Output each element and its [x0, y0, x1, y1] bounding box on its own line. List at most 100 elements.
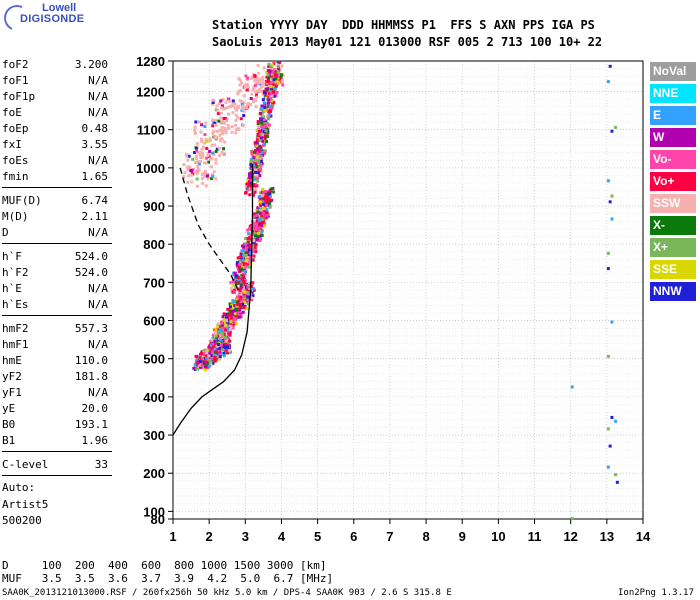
echo-point — [190, 173, 194, 177]
echo-point — [280, 73, 284, 77]
echo-point — [231, 283, 235, 287]
echo-point — [264, 129, 268, 133]
echo-point — [252, 237, 256, 241]
x-tick-label: 9 — [459, 529, 466, 544]
echo-point — [275, 90, 279, 94]
echo-point — [211, 151, 215, 155]
echo-point — [259, 191, 263, 195]
echo-point — [234, 118, 238, 122]
echo-point — [263, 195, 267, 199]
echo-point — [209, 340, 213, 344]
echo-point — [266, 195, 270, 199]
echo-point — [223, 323, 227, 327]
echo-point — [258, 155, 262, 159]
echo-point — [210, 165, 214, 169]
echo-point — [248, 245, 252, 249]
echo-point — [233, 102, 237, 106]
echo-point — [270, 99, 274, 103]
legend-item-w: W — [650, 128, 696, 147]
echo-point — [191, 168, 195, 172]
echo-point — [261, 221, 265, 225]
param-row-c-level: C-level 33 — [2, 458, 108, 474]
echo-point — [205, 356, 209, 360]
echo-point — [246, 256, 250, 260]
echo-point — [193, 363, 197, 367]
echo-point — [222, 107, 226, 111]
echo-point — [257, 133, 261, 137]
echo-point — [269, 189, 273, 193]
echo-point — [228, 302, 232, 306]
echo-point — [216, 331, 220, 335]
echo-point — [235, 278, 239, 282]
param-key: foF2 — [2, 58, 29, 71]
echo-point — [262, 66, 266, 70]
legend-item-vo: Vo- — [650, 150, 696, 169]
echo-point — [196, 164, 200, 168]
echo-point — [221, 333, 225, 337]
echo-point — [252, 99, 256, 103]
echo-point — [242, 104, 246, 108]
echo-point — [198, 153, 202, 157]
legend-item-vo: Vo+ — [650, 172, 696, 191]
param-value: 1.96 — [81, 434, 109, 447]
echo-point — [214, 118, 218, 122]
echo-point — [266, 87, 270, 91]
echo-point — [232, 300, 236, 304]
echo-point — [213, 339, 217, 343]
echo-point — [194, 120, 198, 124]
echo-point — [219, 116, 223, 120]
echo-point — [252, 86, 256, 90]
echo-point — [200, 123, 204, 127]
echo-point — [261, 109, 265, 113]
echo-point — [211, 118, 215, 122]
echo-point — [200, 139, 204, 143]
echo-point — [255, 141, 259, 145]
auto-program: Artist5 — [2, 498, 49, 511]
param-value: 3.200 — [74, 58, 108, 71]
echo-point — [243, 285, 247, 289]
echo-point — [245, 246, 249, 250]
echo-point — [237, 281, 241, 285]
param-row-h-e: h`E N/A — [2, 282, 108, 298]
y-tick-label: 500 — [143, 352, 165, 367]
echo-point — [245, 288, 249, 292]
echo-point — [256, 147, 260, 151]
echo-point — [247, 180, 251, 184]
y-tick-label: 400 — [143, 390, 165, 405]
echo-point — [270, 79, 274, 83]
echo-point — [254, 93, 258, 97]
echo-point — [243, 290, 247, 294]
isolated-echo-point — [606, 251, 610, 255]
echo-point — [224, 323, 228, 327]
echo-point — [240, 102, 244, 106]
echo-point — [205, 146, 209, 150]
echo-point — [231, 290, 235, 294]
echo-point — [263, 109, 267, 113]
echo-point — [206, 177, 210, 181]
echo-point — [251, 287, 255, 291]
echo-point — [279, 78, 283, 82]
isolated-echo-point — [606, 427, 610, 431]
echo-point — [277, 66, 281, 70]
echo-point — [187, 174, 191, 178]
echo-point — [256, 206, 260, 210]
echo-point — [267, 98, 271, 102]
echo-point — [205, 174, 209, 178]
echo-point — [251, 294, 255, 298]
echo-point — [211, 102, 215, 106]
echo-point — [252, 183, 256, 187]
echo-point — [269, 187, 273, 191]
echo-point — [224, 128, 228, 132]
echo-point — [264, 197, 268, 201]
echo-point — [233, 288, 237, 292]
echo-point — [193, 150, 197, 154]
echo-point — [193, 367, 197, 371]
echo-point — [256, 78, 260, 82]
echo-point — [249, 237, 253, 241]
echo-point — [261, 187, 265, 191]
echo-point — [280, 64, 284, 68]
echo-point — [219, 106, 223, 110]
echo-point — [265, 71, 269, 75]
echo-point — [261, 98, 265, 102]
echo-point — [231, 326, 235, 330]
